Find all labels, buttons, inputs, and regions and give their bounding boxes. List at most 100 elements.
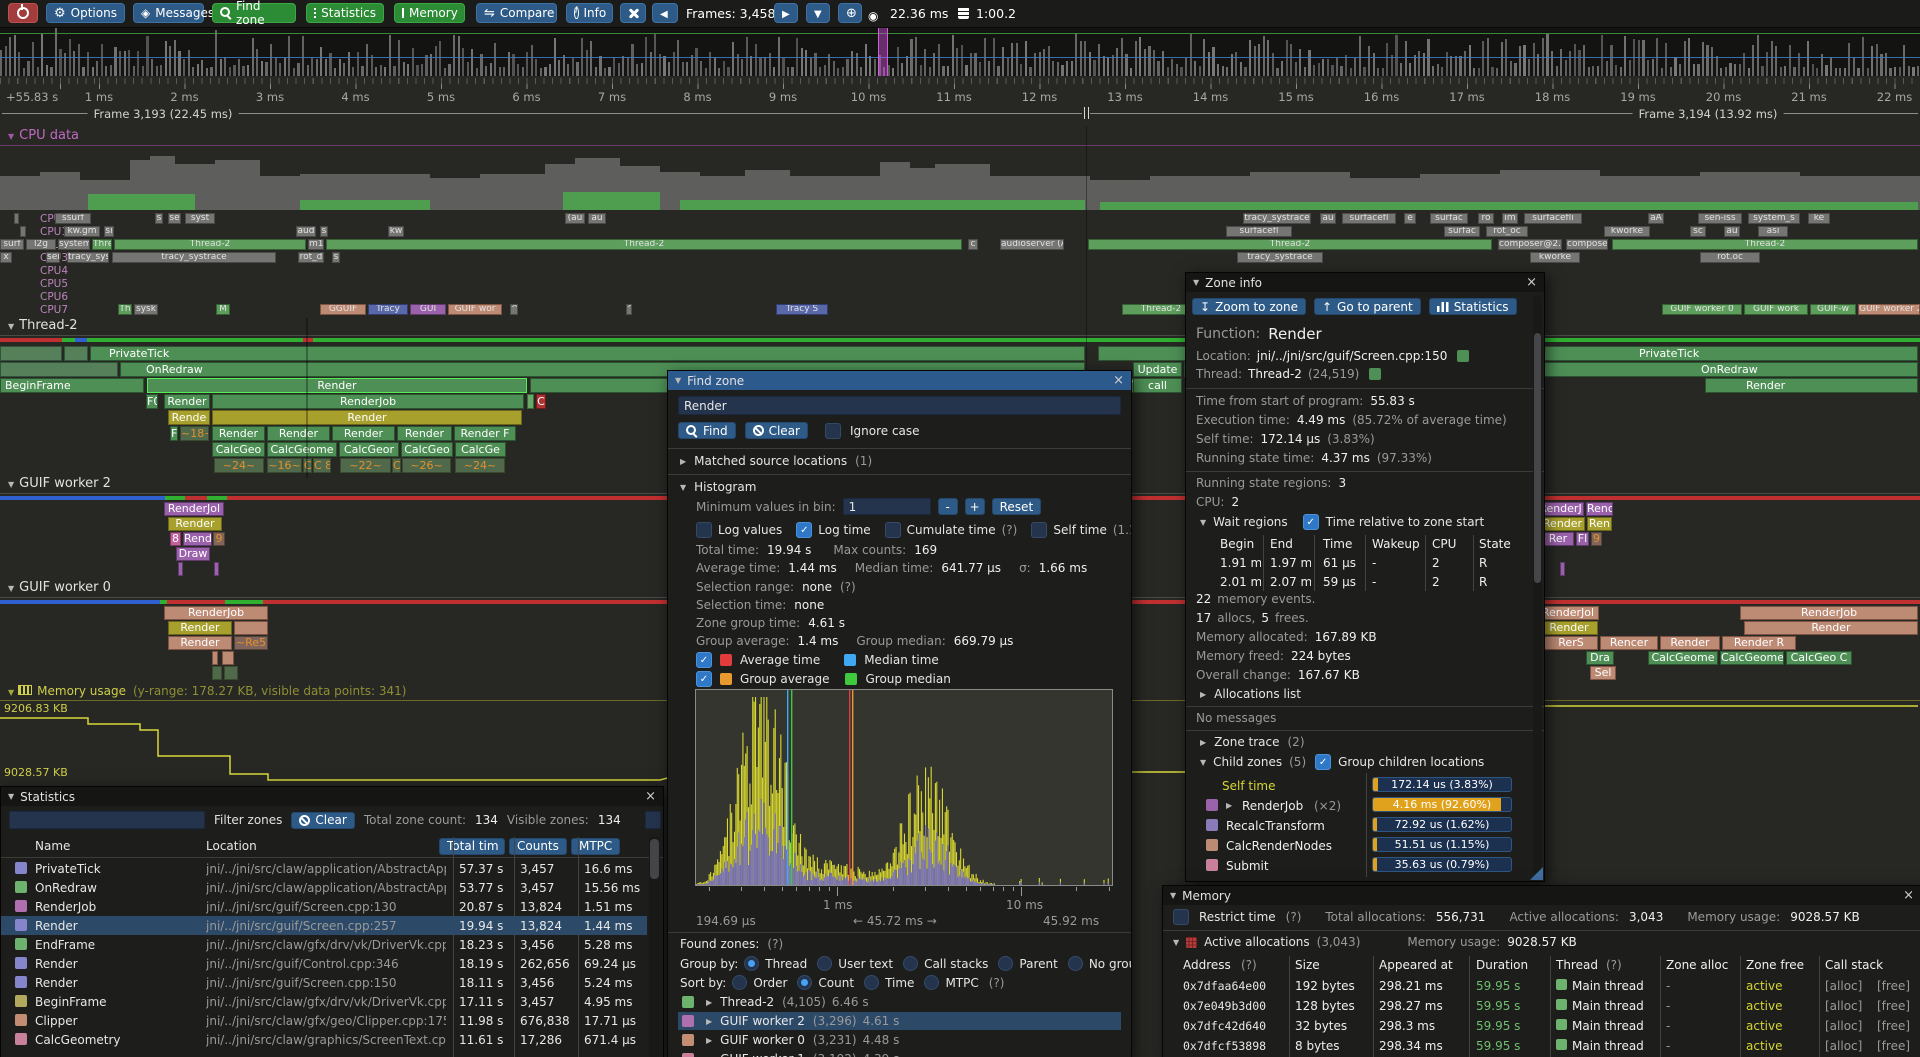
cpu-zone[interactable]: GUIF worker 0 bbox=[1662, 304, 1742, 315]
cpu-zone[interactable]: aA bbox=[1648, 213, 1664, 224]
histogram-plot[interactable] bbox=[695, 689, 1113, 886]
cpu-zone[interactable]: aud bbox=[296, 226, 316, 237]
statistics-button[interactable]: Statistics bbox=[1428, 298, 1517, 315]
expand-icon[interactable]: ▶ bbox=[1200, 737, 1207, 747]
cpu-zone[interactable]: GGUIF bbox=[320, 304, 366, 315]
cpu-zone[interactable]: Thread-2 bbox=[114, 239, 306, 250]
timeline-zone[interactable]: ~22~ bbox=[340, 458, 391, 473]
cpu-zone[interactable]: sei bbox=[46, 252, 60, 263]
timeline-zone[interactable] bbox=[222, 651, 234, 665]
col-zone-alloc[interactable]: Zone alloc bbox=[1666, 957, 1729, 972]
cpu-zone[interactable]: s bbox=[155, 213, 163, 224]
cpu-zone[interactable]: sen-iss bbox=[1698, 213, 1742, 224]
sort-by-radio[interactable] bbox=[924, 975, 940, 990]
cpu-zone[interactable]: kworke bbox=[1604, 226, 1650, 237]
zoom-to-zone-button[interactable]: Zoom to zone bbox=[1192, 298, 1306, 315]
statistics-button[interactable]: Statistics bbox=[306, 3, 384, 23]
sort-by-radio[interactable] bbox=[864, 975, 880, 990]
cpu-zone[interactable]: au bbox=[588, 213, 606, 224]
cpu-zone[interactable]: surfacefli bbox=[1524, 213, 1582, 224]
timeline-zone[interactable] bbox=[234, 621, 268, 635]
wait-regions-header[interactable]: ▼ Wait regions ✓ Time relative to zone star… bbox=[1200, 514, 1484, 530]
cpu-zone[interactable]: Thre bbox=[92, 239, 112, 250]
cpu-zone[interactable]: s bbox=[332, 252, 340, 263]
cpu-zone[interactable]: composer@ bbox=[1566, 239, 1608, 250]
cpu-zone[interactable]: audioserver (Au bbox=[1000, 239, 1064, 250]
cpu-zone[interactable]: kw.gm bbox=[64, 226, 100, 237]
child-zone-row[interactable]: Submit 35.63 us (0.79%) bbox=[1186, 856, 1538, 875]
cpu-zone[interactable]: GUIF-w bbox=[1810, 304, 1856, 315]
collapse-icon[interactable]: ▼ bbox=[8, 322, 15, 331]
close-icon[interactable]: × bbox=[1113, 373, 1124, 388]
collapse-icon[interactable]: ▼ bbox=[8, 584, 15, 593]
scrollbar-thumb[interactable] bbox=[650, 839, 659, 879]
timeline-zone[interactable]: CalcGeome bbox=[1648, 651, 1718, 665]
resize-handle[interactable] bbox=[1530, 867, 1543, 880]
timeline-zone[interactable]: CalcGe bbox=[455, 442, 506, 457]
table-row[interactable]: Render jni/../jni/src/guif/Screen.cpp:257… bbox=[1, 916, 647, 935]
group-by-radio[interactable] bbox=[817, 956, 833, 971]
clear-button[interactable]: Clear bbox=[291, 811, 355, 829]
zone-info-titlebar[interactable]: ▼ Zone info × bbox=[1186, 273, 1544, 292]
cpu-zone[interactable]: Tracy bbox=[368, 304, 408, 315]
zone-trace-row[interactable]: ▶ Zone trace (2) bbox=[1200, 735, 1305, 749]
col-zone-free[interactable]: Zone free bbox=[1746, 957, 1805, 972]
cpu-zone[interactable]: Thread-2 bbox=[1088, 239, 1492, 250]
timeline-zone[interactable]: ~18~ bbox=[180, 426, 209, 441]
cpu-zone[interactable]: surfac bbox=[1430, 213, 1468, 224]
timeline-zone[interactable]: ~16~ bbox=[267, 458, 302, 473]
view-marker[interactable] bbox=[878, 28, 888, 76]
cpu-zone[interactable] bbox=[14, 213, 19, 224]
cpu-zone[interactable]: rot.oc bbox=[1700, 252, 1760, 263]
cpu-zone[interactable]: rot_d bbox=[298, 252, 324, 263]
allocation-row[interactable]: 0x7dfc42d640 32 bytes 298.3 ms 59.95 s Main … bbox=[1163, 1016, 1920, 1035]
timeline-zone[interactable] bbox=[212, 666, 222, 680]
collapse-icon[interactable]: ▼ bbox=[8, 792, 15, 801]
close-icon[interactable]: × bbox=[1526, 275, 1537, 290]
table-row[interactable]: PrivateTick jni/../jni/src/claw/applicati… bbox=[1, 859, 647, 878]
col-call-stack[interactable]: Call stack bbox=[1825, 957, 1884, 972]
timeline-zone[interactable]: RenderJol bbox=[1537, 606, 1599, 620]
timeline-zone[interactable]: Render bbox=[1744, 621, 1918, 635]
group-by-radio[interactable] bbox=[1067, 956, 1083, 971]
group-by-radio[interactable] bbox=[744, 956, 760, 971]
col-total-time-button[interactable]: Total tim bbox=[439, 837, 505, 855]
collapse-icon[interactable]: ▼ bbox=[680, 482, 687, 492]
timeline-zone[interactable]: Render bbox=[168, 621, 232, 635]
collapse-icon[interactable]: ▼ bbox=[8, 480, 15, 489]
scrollbar-thumb[interactable] bbox=[1534, 333, 1541, 583]
timeline-zone[interactable]: 9 bbox=[1591, 532, 1602, 546]
alloc-callstack-free[interactable]: [free] bbox=[1877, 978, 1911, 993]
timeline-zone[interactable]: Rer bbox=[1542, 532, 1574, 546]
cpu-zone[interactable]: Thread-2 bbox=[326, 239, 962, 250]
cpu-zone[interactable]: kworke bbox=[1530, 252, 1580, 263]
timeline-zone[interactable]: C bbox=[303, 458, 312, 473]
col-size[interactable]: Size bbox=[1295, 957, 1320, 972]
cpu-zone[interactable]: GUIF work bbox=[1744, 304, 1808, 315]
timeline-zone[interactable]: CalcGeo bbox=[401, 442, 453, 457]
statistics-titlebar[interactable]: ▼ Statistics × bbox=[1, 787, 663, 806]
child-zones-header[interactable]: ▼ Child zones (5) ✓ Group children locations bbox=[1200, 754, 1484, 770]
collapse-icon[interactable]: ▼ bbox=[1193, 278, 1200, 287]
memory-button[interactable]: Memory bbox=[394, 3, 465, 23]
cpu-zone[interactable]: M bbox=[216, 304, 230, 315]
collapse-icon[interactable]: ▼ bbox=[8, 688, 15, 697]
cpu-zone[interactable]: ro bbox=[1478, 213, 1494, 224]
frame-time-strip[interactable] bbox=[0, 28, 1920, 76]
col-mtpc-button[interactable]: MTPC bbox=[571, 837, 621, 855]
timeline-zone[interactable]: Render bbox=[267, 426, 330, 441]
timeline-zone[interactable]: CalcGeome bbox=[267, 442, 337, 457]
memory-usage-header[interactable]: ▼ Memory usage (y-range: 178.27 KB, visibl… bbox=[8, 684, 406, 698]
cpu-zone[interactable]: au bbox=[1320, 213, 1336, 224]
go-to-parent-button[interactable]: Go to parent bbox=[1313, 298, 1421, 315]
next-frame-button[interactable] bbox=[774, 3, 798, 23]
timeline-zone[interactable] bbox=[212, 651, 218, 665]
timeline-zone[interactable]: Sel bbox=[1590, 666, 1616, 680]
alloc-callstack-free[interactable]: [free] bbox=[1877, 1038, 1911, 1053]
timeline-zone[interactable]: Update bbox=[1133, 362, 1182, 377]
timeline-zone[interactable]: RerS bbox=[1544, 636, 1598, 650]
prev-frame-button[interactable] bbox=[652, 3, 678, 23]
cpu-zone[interactable]: tracy_systrace bbox=[1243, 213, 1311, 224]
timeline-zone[interactable]: Render bbox=[397, 426, 452, 441]
sort-by-radio[interactable] bbox=[797, 975, 813, 990]
